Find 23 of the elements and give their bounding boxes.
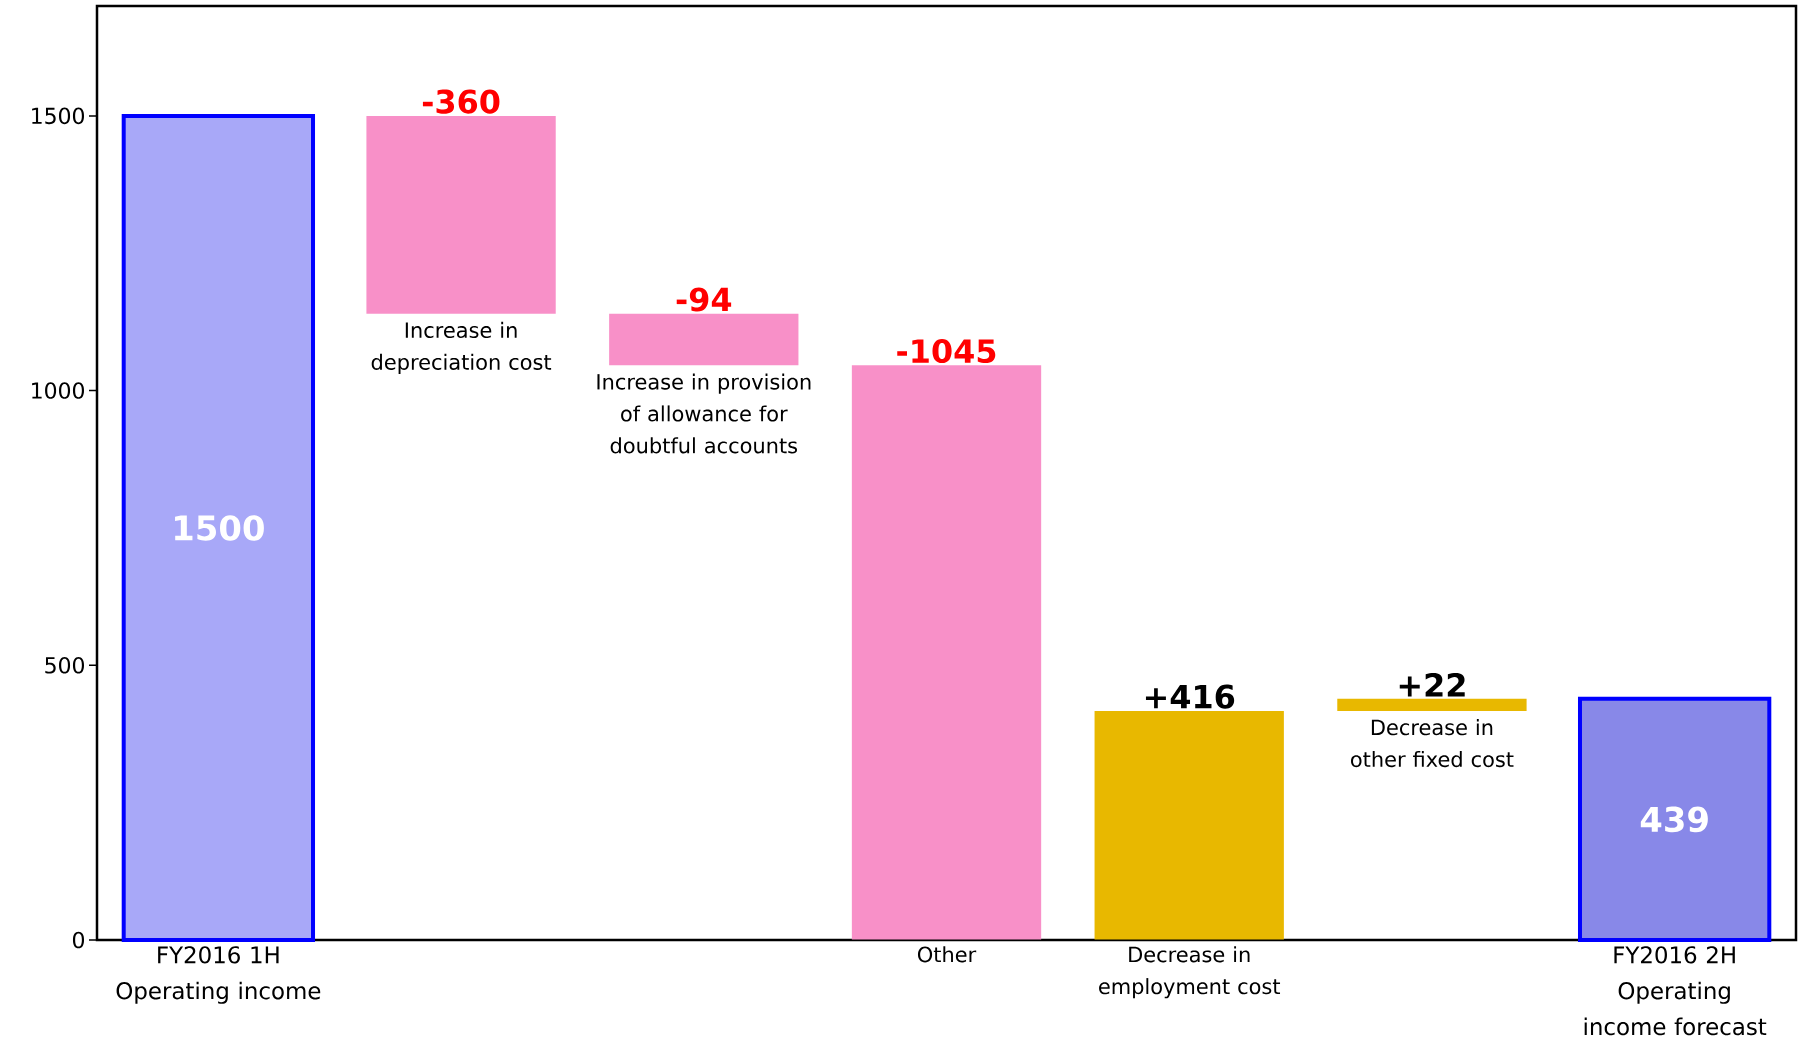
y-tick-label: 0 (72, 931, 85, 949)
x-tick-label: Increase in depreciation cost (371, 321, 552, 374)
x-tick-label: FY2016 1H Operating income (116, 946, 321, 1004)
data-label: -360 (422, 89, 500, 114)
y-tick-label: 1500 (32, 107, 84, 125)
x-tick-label: FY2016 2H Operating income forecast (1584, 946, 1767, 1036)
x-tick-label: Decrease in other fixed cost (1351, 719, 1514, 768)
y-tick-label: 1000 (32, 382, 84, 399)
bar (851, 365, 1042, 940)
data-label: -1045 (897, 339, 996, 364)
data-label: +416 (1145, 684, 1235, 709)
x-tick-label: Other (917, 946, 977, 963)
bar (1337, 698, 1527, 711)
bar (609, 313, 799, 366)
data-label: +22 (1399, 672, 1465, 697)
bar (366, 115, 556, 314)
x-tick-label: Increase in provision of allowance for doubtful accounts (597, 373, 811, 454)
data-label: 1500 (175, 515, 264, 541)
x-tick-label: Decrease in employment cost (1099, 946, 1281, 999)
bar (1094, 710, 1284, 940)
y-tick-label: 500 (45, 657, 85, 674)
data-label: -94 (676, 287, 732, 312)
data-label: 439 (1640, 806, 1708, 833)
